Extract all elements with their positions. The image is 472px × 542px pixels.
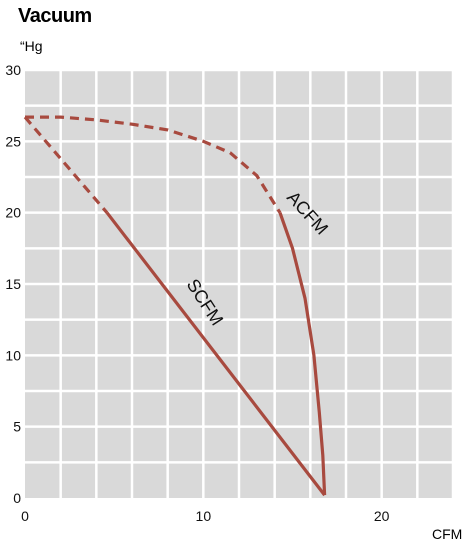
x-tick-label: 0 (21, 508, 29, 524)
x-tick-labels: 0 10 20 (21, 508, 390, 524)
series-line-acfm-dashed (25, 115, 282, 214)
x-tick-label: 20 (374, 508, 390, 524)
x-tick-label: 10 (196, 508, 212, 524)
y-tick-label: 20 (5, 205, 21, 221)
grid-lines (25, 68, 455, 498)
y-tick-label: 15 (5, 276, 21, 292)
y-tick-label: 30 (5, 62, 21, 78)
y-axis-unit: “Hg (20, 38, 43, 54)
series-line-scfm-solid (105, 211, 326, 497)
y-tick-label: 10 (5, 347, 21, 363)
chart-title: Vacuum (18, 5, 92, 27)
y-tick-label: 25 (5, 133, 21, 149)
y-tick-label: 0 (13, 490, 21, 506)
series-lines (23, 115, 327, 497)
series-line-acfm-solid (278, 212, 327, 496)
y-tick-labels: 0 5 10 15 20 25 30 (5, 62, 21, 506)
series-line-scfm-dashed (23, 116, 109, 214)
x-axis-label: CFM (432, 526, 462, 542)
y-tick-label: 5 (13, 419, 21, 435)
